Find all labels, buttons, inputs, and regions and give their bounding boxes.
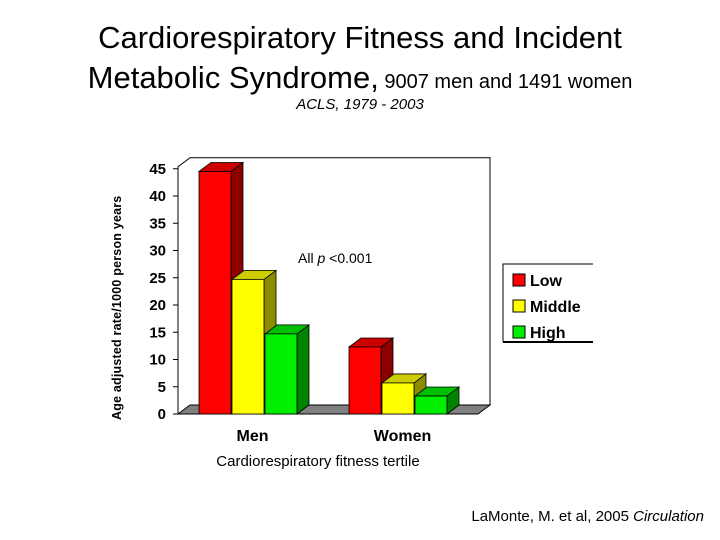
- bar-front: [231, 278, 265, 415]
- y-tick-label: 30: [149, 243, 166, 260]
- x-axis-label: Cardiorespiratory fitness tertile: [216, 453, 419, 470]
- y-tick-label: 40: [149, 188, 166, 205]
- legend-swatch-middle: [512, 299, 526, 313]
- significance-annotation: All p <0.001: [298, 250, 373, 266]
- chart-title-line-2: Metabolic Syndrome, 9007 men and 1491 wo…: [0, 60, 720, 96]
- citation-authors: LaMonte, M. et al, 2005: [471, 508, 634, 525]
- citation: LaMonte, M. et al, 2005 Circulation: [471, 508, 704, 525]
- y-tick-label: 0: [158, 406, 166, 423]
- bar-front: [348, 346, 382, 415]
- bar-front: [414, 395, 448, 415]
- y-tick-label: 10: [149, 352, 166, 369]
- legend-label-low: Low: [530, 273, 563, 290]
- legend-swatch-low: [512, 273, 526, 287]
- y-tick-label: 25: [149, 270, 166, 287]
- legend-label-high: High: [530, 325, 566, 342]
- chart-title-sample: 9007 men and 1491 women: [378, 71, 633, 93]
- bar-high-women: [413, 386, 461, 415]
- citation-journal: Circulation: [633, 508, 704, 525]
- bar-front: [264, 333, 298, 415]
- x-category-label: Men: [237, 428, 269, 445]
- bar-front: [381, 382, 415, 415]
- bar-high-men: [263, 324, 311, 415]
- y-tick-label: 5: [158, 379, 166, 396]
- x-category-label: Women: [374, 428, 431, 445]
- chart-title-line-1: Cardiorespiratory Fitness and Incident: [98, 20, 622, 55]
- y-tick-label: 20: [149, 297, 166, 314]
- legend-border-top: [502, 263, 593, 342]
- legend-label-middle: Middle: [530, 299, 581, 316]
- chart-subtitle: ACLS, 1979 - 2003: [296, 96, 424, 113]
- legend-swatch-high: [512, 325, 526, 339]
- y-tick-label: 45: [149, 161, 166, 178]
- bar-side: [296, 324, 310, 415]
- y-tick-label: 35: [149, 215, 166, 232]
- chart-title-main: Metabolic Syndrome,: [87, 60, 379, 95]
- bar-front: [198, 171, 232, 415]
- y-tick-label: 15: [149, 324, 166, 341]
- bar-middle-women: [380, 373, 428, 415]
